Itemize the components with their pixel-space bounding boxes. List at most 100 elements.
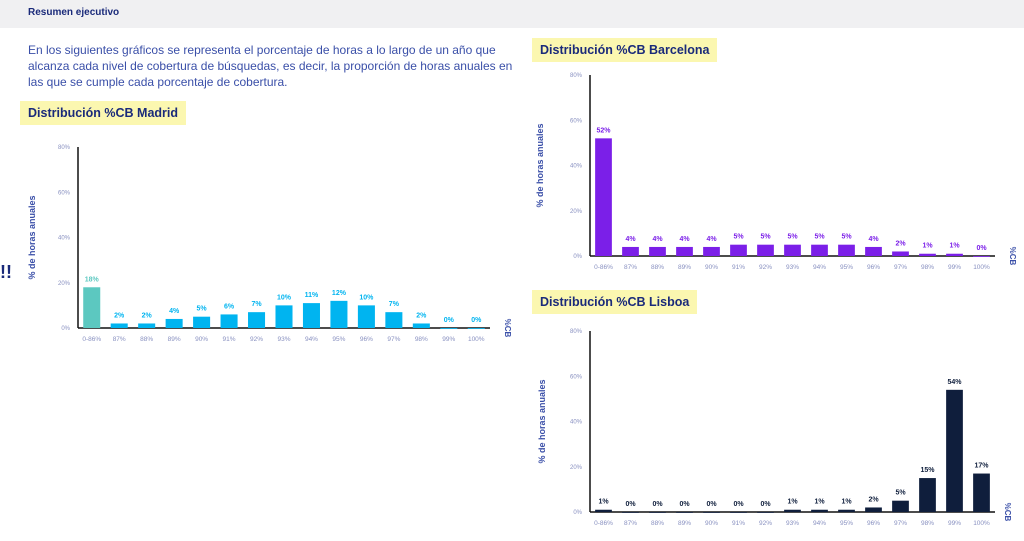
lisboa-x-tick: 94% — [813, 520, 826, 527]
madrid-data-label: 7% — [389, 301, 400, 308]
madrid-bar — [193, 316, 211, 328]
lisboa-bar — [973, 473, 990, 512]
lisboa-data-label: 1% — [787, 499, 798, 506]
madrid-x-tick: 94% — [305, 336, 318, 343]
madrid-x-tick: 91% — [223, 336, 236, 343]
lisboa-bar — [865, 507, 882, 512]
lisboa-bar — [919, 478, 936, 512]
madrid-x-tick: 90% — [195, 336, 208, 343]
lisboa-x-tick: 93% — [786, 520, 799, 527]
madrid-bar — [330, 300, 348, 328]
lisboa-x-tick: 95% — [840, 520, 853, 527]
madrid-data-label: 2% — [416, 312, 427, 319]
barcelona-x-tick: 0-86% — [594, 264, 613, 271]
lisboa-data-label: 0% — [733, 501, 744, 508]
madrid-bar — [220, 314, 238, 328]
lisboa-y-tick: 0% — [573, 510, 582, 516]
barcelona-data-label: 5% — [787, 234, 798, 241]
barcelona-x-tick: 94% — [813, 264, 826, 271]
madrid-data-label: 2% — [114, 312, 125, 319]
lisboa-data-label: 1% — [841, 499, 852, 506]
barcelona-data-label: 5% — [760, 234, 771, 241]
barcelona-x-tick: 99% — [948, 264, 961, 271]
lisboa-x-tick: 98% — [921, 520, 934, 527]
madrid-data-label: 2% — [142, 312, 153, 319]
barcelona-x-tick: 89% — [678, 264, 691, 271]
barcelona-data-label: 1% — [949, 243, 960, 250]
barcelona-x-tick: 88% — [651, 264, 664, 271]
barcelona-bar — [973, 256, 990, 257]
madrid-x-tick: 100% — [468, 336, 485, 343]
madrid-bar — [302, 303, 320, 328]
lisboa-x-tick: 99% — [948, 520, 961, 527]
madrid-data-label: 11% — [305, 292, 319, 299]
madrid-x-tick: 87% — [113, 336, 126, 343]
madrid-bar — [248, 312, 266, 328]
madrid-x-tick: 98% — [415, 336, 428, 343]
lisboa-x-tick: 97% — [894, 520, 907, 527]
lisboa-chart-title: Distribución %CB Lisboa — [532, 290, 698, 314]
barcelona-x-axis-label: %CB — [1008, 247, 1017, 266]
barcelona-x-tick: 97% — [894, 264, 907, 271]
barcelona-x-tick: 91% — [732, 264, 745, 271]
madrid-x-tick: 92% — [250, 336, 263, 343]
barcelona-data-label: 52% — [596, 127, 611, 134]
madrid-data-label: 0% — [444, 317, 455, 324]
barcelona-data-label: 4% — [625, 236, 636, 243]
barcelona-x-tick: 98% — [921, 264, 934, 271]
barcelona-bar — [811, 244, 828, 256]
madrid-bar — [385, 312, 403, 328]
lisboa-bar — [757, 512, 774, 513]
lisboa-x-tick: 91% — [732, 520, 745, 527]
lisboa-data-label: 15% — [920, 467, 935, 474]
madrid-x-tick: 95% — [332, 336, 345, 343]
lisboa-data-label: 54% — [947, 379, 962, 386]
madrid-data-label: 6% — [224, 303, 235, 310]
madrid-data-label: 7% — [251, 301, 262, 308]
barcelona-y-tick: 80% — [570, 73, 583, 79]
madrid-y-tick: 80% — [58, 145, 71, 151]
section-title: Resumen ejecutivo — [28, 7, 120, 18]
lisboa-bar — [703, 512, 720, 513]
madrid-data-label: 10% — [277, 294, 292, 301]
barcelona-y-tick: 0% — [573, 254, 582, 260]
madrid-y-axis-label: % de horas anuales — [27, 195, 37, 279]
madrid-bar — [83, 287, 101, 328]
lisboa-x-tick: 0-86% — [594, 520, 613, 527]
lisboa-bar — [946, 389, 963, 512]
madrid-bar — [467, 328, 485, 329]
lisboa-y-tick: 60% — [570, 374, 583, 380]
barcelona-y-axis-label: % de horas anuales — [535, 123, 545, 207]
barcelona-bar — [649, 246, 666, 256]
lisboa-x-tick: 87% — [624, 520, 637, 527]
barcelona-x-tick: 95% — [840, 264, 853, 271]
barcelona-data-label: 4% — [868, 236, 879, 243]
lisboa-bar — [595, 509, 612, 512]
madrid-x-tick: 96% — [360, 336, 373, 343]
barcelona-x-tick: 87% — [624, 264, 637, 271]
madrid-y-tick: 40% — [58, 236, 71, 242]
madrid-y-tick: 0% — [61, 326, 70, 332]
lisboa-bar — [730, 512, 747, 513]
lisboa-y-tick: 80% — [570, 329, 583, 335]
barcelona-bar — [865, 246, 882, 256]
lisboa-bar — [676, 512, 693, 513]
lisboa-x-tick: 90% — [705, 520, 718, 527]
barcelona-bar — [730, 244, 747, 256]
lisboa-bar — [622, 512, 639, 513]
barcelona-data-label: 5% — [733, 234, 744, 241]
barcelona-y-tick: 40% — [570, 164, 583, 170]
madrid-x-tick: 89% — [168, 336, 181, 343]
madrid-y-tick: 20% — [58, 281, 71, 287]
madrid-data-label: 4% — [169, 308, 180, 315]
barcelona-data-label: 2% — [895, 240, 906, 247]
lisboa-data-label: 0% — [760, 501, 771, 508]
lisboa-x-tick: 96% — [867, 520, 880, 527]
barcelona-bar — [946, 253, 963, 256]
lisboa-x-tick: 100% — [973, 520, 990, 527]
barcelona-bar — [703, 246, 720, 256]
madrid-bar — [110, 323, 128, 328]
barcelona-data-label: 4% — [679, 236, 690, 243]
lisboa-data-label: 2% — [868, 496, 879, 503]
